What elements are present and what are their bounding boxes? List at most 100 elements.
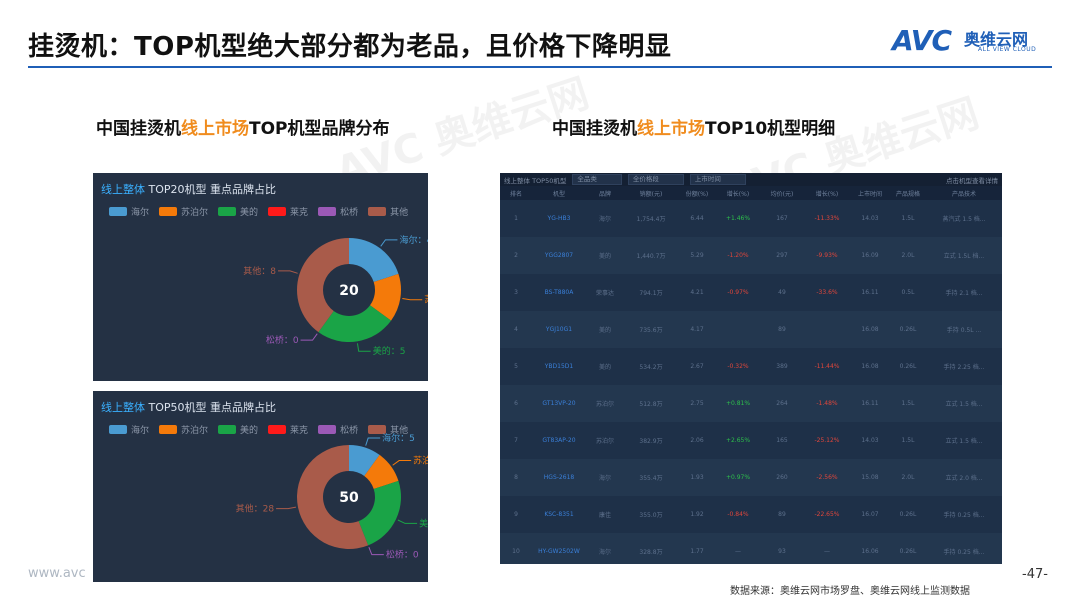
donut-slice[interactable] <box>349 445 380 476</box>
table-header-cell[interactable]: 排名 <box>500 186 532 200</box>
table-cell: HY-GW2502W <box>532 533 586 564</box>
table-cell: 海尔 <box>586 200 624 237</box>
table-cell: 4.21 <box>678 274 716 311</box>
slice-leader-line <box>368 547 384 556</box>
table-cell: -0.32% <box>716 348 760 385</box>
title-rule <box>28 66 1052 68</box>
right-subtitle-a: 中国挂烫机 <box>552 119 637 139</box>
slice-leader-line <box>397 519 418 524</box>
table-cell: 16.08 <box>850 311 890 348</box>
legend-item[interactable]: 海尔 <box>109 423 149 436</box>
table-cell: 2 <box>500 237 532 274</box>
slice-leader-line <box>356 343 371 352</box>
legend-item[interactable]: 苏泊尔 <box>159 423 208 436</box>
category-select[interactable]: 全品类 <box>572 174 622 185</box>
table-row[interactable]: 9 KSC-8351 康佳 355.0万 1.92 -0.84% 89 -22.65% 16.0… <box>500 496 1002 533</box>
table-header-cell[interactable]: 品牌 <box>586 186 624 200</box>
slice-label: 松桥：0 <box>386 549 419 561</box>
table-cell: 14.03 <box>850 200 890 237</box>
donut-panel-top50: 线上整体 TOP50机型 重点品牌占比 海尔 苏泊尔 美的 莱克 松桥 其他 海尔：5 苏泊… <box>93 391 428 582</box>
table-cell: 10 <box>500 533 532 564</box>
table-cell: 1 <box>500 200 532 237</box>
table-cell: 382.9万 <box>624 422 678 459</box>
table-cell: -11.33% <box>804 200 850 237</box>
date-select[interactable]: 上市时间 <box>689 174 746 185</box>
legend-item[interactable]: 美的 <box>218 423 258 436</box>
table-row[interactable]: 3 BS-T880A 荣事达 794.1万 4.21 -0.97% 49 -33.6% 16.1… <box>500 274 1002 311</box>
table-cell: +2.65% <box>716 422 760 459</box>
table-cell: 6 <box>500 385 532 422</box>
donut-slice[interactable] <box>358 480 401 546</box>
table-cell: 海尔 <box>586 459 624 496</box>
table-cell: 16.09 <box>850 237 890 274</box>
table-cell: KSC-8351 <box>532 496 586 533</box>
table-header-cell[interactable]: 产品技术 <box>926 186 1002 200</box>
table-header-cell[interactable]: 销额(元) <box>624 186 678 200</box>
table-header-cell[interactable]: 增长(%) <box>804 186 850 200</box>
table-cell: 美的 <box>586 348 624 385</box>
table-header-cell[interactable]: 上市时间 <box>850 186 890 200</box>
table-header-cell[interactable]: 份额(%) <box>678 186 716 200</box>
table-cell: 1.77 <box>678 533 716 564</box>
table-cell: 立式 2.0 档... <box>926 459 1002 496</box>
legend-item[interactable]: 美的 <box>218 205 258 218</box>
left-subtitle-a: 中国挂烫机 <box>96 119 181 139</box>
table-row[interactable]: 6 GT13VP-20 苏泊尔 512.8万 2.75 +0.81% 264 -1.48% 16… <box>500 385 1002 422</box>
table-row[interactable]: 4 YGJ10G1 美的 735.6万 4.17 89 16.08 0.26L 手持 0.5L … <box>500 311 1002 348</box>
legend-item[interactable]: 松桥 <box>318 423 358 436</box>
table-cell: 1.92 <box>678 496 716 533</box>
legend-item[interactable]: 莱克 <box>268 423 308 436</box>
table-cell: YGG2807 <box>532 237 586 274</box>
table-cell: -11.44% <box>804 348 850 385</box>
table-cell: 165 <box>760 422 804 459</box>
donut-slice[interactable] <box>370 273 401 321</box>
table-row[interactable]: 5 YBD15D1 美的 534.2万 2.67 -0.32% 389 -11.44% 16.0… <box>500 348 1002 385</box>
slice-label: 苏泊尔：3 <box>424 294 428 306</box>
table-header-cell[interactable]: 产品规格 <box>890 186 926 200</box>
legend-item[interactable]: 其他 <box>368 205 408 218</box>
table-cell: 512.8万 <box>624 385 678 422</box>
table-cell: 355.0万 <box>624 496 678 533</box>
table-header-cell[interactable]: 增长(%) <box>716 186 760 200</box>
table-header-cell[interactable]: 均价(元) <box>760 186 804 200</box>
table-row[interactable]: 7 GT83AP-20 苏泊尔 382.9万 2.06 +2.65% 165 -25.12% 1… <box>500 422 1002 459</box>
legend-item[interactable]: 苏泊尔 <box>159 205 208 218</box>
table-cell: 立式 1.5 档... <box>926 422 1002 459</box>
legend-swatch <box>109 425 127 434</box>
table-cell <box>804 311 850 348</box>
table-row[interactable]: 10 HY-GW2502W 海尔 328.8万 1.77—93—16.06 0.26L 手持… <box>500 533 1002 564</box>
legend-item[interactable]: 海尔 <box>109 205 149 218</box>
table-cell: 0.26L <box>890 496 926 533</box>
donut-slice[interactable] <box>349 238 399 282</box>
toolbar-scope: 线上整体 TOP50机型 <box>504 176 567 185</box>
donut-slice[interactable] <box>297 445 369 549</box>
table-cell: -22.65% <box>804 496 850 533</box>
legend-label: 莱克 <box>290 426 309 436</box>
slice-label: 海尔：5 <box>382 432 415 444</box>
table-cell: YG-HB3 <box>532 200 586 237</box>
donut-slice[interactable] <box>318 305 392 342</box>
legend-item[interactable]: 莱克 <box>268 205 308 218</box>
table-cell: 534.2万 <box>624 348 678 385</box>
donut-slice[interactable] <box>364 454 399 489</box>
table-row[interactable]: 2 YGG2807 美的 1,440.7万 5.29 -1.20% 297 -9.93% 16.… <box>500 237 1002 274</box>
price-select[interactable]: 全价格段 <box>627 174 684 185</box>
table-cell: 4 <box>500 311 532 348</box>
table-row[interactable]: 8 HGS-2618 海尔 355.4万 1.93 +0.97% 260 -2.56% 15.0… <box>500 459 1002 496</box>
table-cell: 1.5L <box>890 385 926 422</box>
donut-slice[interactable] <box>297 238 349 333</box>
detail-link[interactable]: 点击机型查看详情 <box>946 176 998 185</box>
avc-logo: AVC 奥维云网 ALL VIEW CLOUD <box>892 24 1052 57</box>
table-cell: 16.11 <box>850 385 890 422</box>
logo-en-text: ALL VIEW CLOUD <box>978 46 1037 53</box>
donut-chart-top20: 海尔：4 苏泊尔：3 美的：5 松桥：0 其他：8 20 <box>243 234 428 357</box>
panel-title: 线上整体 TOP20机型 重点品牌占比 <box>101 181 276 197</box>
legend-item[interactable]: 松桥 <box>318 205 358 218</box>
legend-label: 美的 <box>240 426 259 436</box>
table-header-cell[interactable]: 机型 <box>532 186 586 200</box>
slice-leader-line <box>278 270 298 274</box>
slice-label: 松桥：0 <box>266 334 299 346</box>
panel-title-rest: TOP20机型 重点品牌占比 <box>148 183 277 196</box>
table-row[interactable]: 1 YG-HB3 海尔 1,754.4万 6.44 +1.46% 167 -11.33% 14.… <box>500 200 1002 237</box>
legend-item[interactable]: 其他 <box>368 423 408 436</box>
